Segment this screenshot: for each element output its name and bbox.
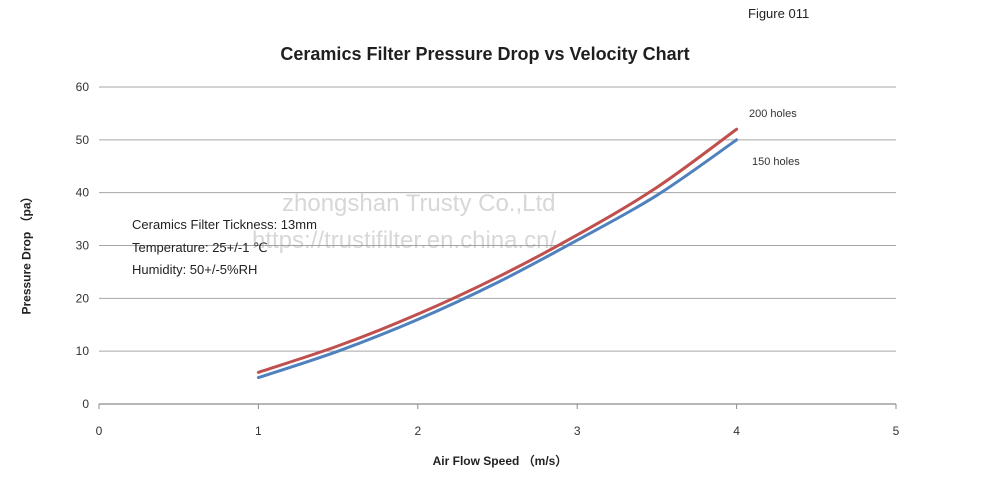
axis-layer	[98, 403, 897, 409]
watermark-company: zhongshan Trusty Co.,Ltd	[282, 190, 556, 217]
x-tick-label-2: 2	[414, 424, 421, 438]
y-tick-label-60: 60	[76, 80, 90, 94]
note-temperature: Temperature: 25+/-1 ℃	[132, 239, 268, 255]
y-tick-label-0: 0	[82, 397, 89, 411]
series-label-150-holes: 150 holes	[752, 156, 800, 168]
x-tick-label-3: 3	[574, 424, 581, 438]
y-axis-label: Pressure Drop （pa）	[19, 190, 34, 315]
watermark-url: https://trustifilter.en.china.cn/	[252, 227, 557, 254]
x-axis-label: Air Flow Speed （m/s）	[432, 454, 568, 468]
y-tick-label-40: 40	[76, 186, 90, 200]
y-tick-label-50: 50	[76, 133, 90, 147]
x-tick-label-1: 1	[255, 424, 262, 438]
x-tick-label-0: 0	[96, 424, 103, 438]
test-conditions: Ceramics Filter Tickness: 13mm Temperatu…	[132, 214, 317, 282]
label-layer: 0 10 20 30 40 50 60 0 1 2 3 4 5 200 holes 150 holes	[76, 80, 900, 438]
series-line-150-holes	[256, 138, 739, 380]
series-label-200-holes: 200 holes	[749, 108, 797, 120]
grid-layer	[99, 86, 896, 352]
note-thickness: Ceramics Filter Tickness: 13mm	[132, 217, 317, 232]
series-line-200-holes	[256, 127, 739, 374]
y-tick-label-10: 10	[76, 344, 90, 358]
x-tick-label-4: 4	[733, 424, 740, 438]
y-tick-label-20: 20	[76, 291, 90, 305]
figure-label: Figure 011	[748, 6, 810, 21]
x-tick-label-5: 5	[893, 424, 900, 438]
series-layer	[256, 127, 739, 380]
chart-title: Ceramics Filter Pressure Drop vs Velocit…	[280, 44, 690, 64]
y-tick-label-30: 30	[76, 239, 90, 253]
note-humidity: Humidity: 50+/-5%RH	[132, 262, 258, 277]
